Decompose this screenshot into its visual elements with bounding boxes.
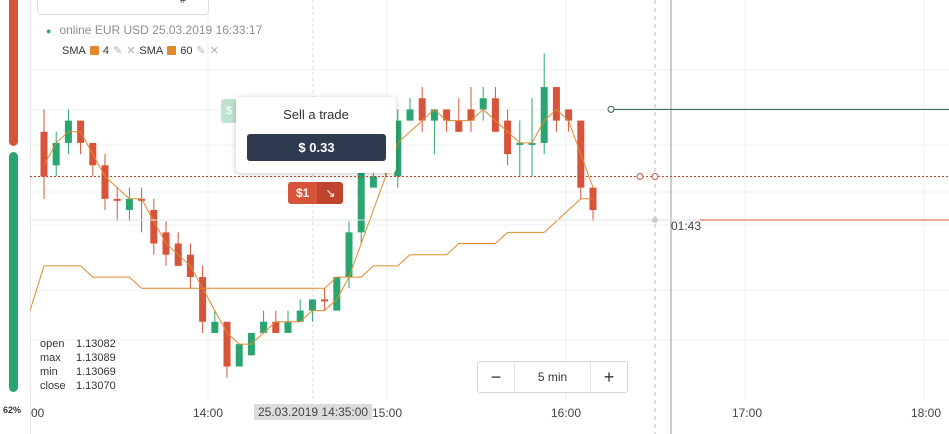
max-label: max (40, 352, 61, 364)
sentiment-percent: 62% (3, 405, 22, 415)
x-tick-label: 18:00 (911, 406, 942, 420)
grid-icon[interactable]: # (180, 0, 187, 6)
max-value: 1.13089 (76, 352, 116, 364)
status-text: online (59, 23, 92, 37)
indicator-period: 4 (102, 44, 109, 57)
price-marker (607, 105, 615, 113)
candle-body (369, 176, 377, 188)
crosshair-time-label: 25.03.2019 14:35:00 (254, 404, 373, 420)
candle-body (235, 344, 243, 367)
candle-body (418, 98, 426, 121)
timeframe-control: − 5 min + (477, 361, 628, 393)
deal-marker (636, 172, 644, 180)
candle-body (52, 142, 60, 166)
close-label: close (40, 380, 66, 392)
candle-body (443, 109, 451, 121)
candle-body (150, 210, 158, 244)
candle-body (357, 165, 365, 233)
indicator-name: SMA (62, 44, 86, 57)
sma-4-line (43, 108, 594, 345)
candle-body (308, 299, 316, 311)
pencil-icon[interactable]: ✎ (196, 45, 206, 57)
tooltip-title: Sell a trade (283, 107, 349, 122)
candle-body (40, 131, 48, 177)
candle-body (272, 321, 280, 333)
candle-body (430, 109, 438, 121)
sell-price-button[interactable]: $ 0.33 (247, 134, 386, 161)
candle-body (467, 109, 475, 121)
color-swatch-icon[interactable] (89, 46, 99, 55)
candle-body (321, 299, 329, 302)
trade-amount: $1 (288, 182, 318, 204)
collapse-icon[interactable]: ^ (42, 0, 48, 6)
call-ratio-bar (9, 152, 18, 392)
min-label: min (40, 366, 58, 378)
timeframe-label[interactable]: 5 min (514, 362, 591, 392)
candle-body (540, 87, 548, 143)
candle-body (223, 321, 231, 367)
candle-body (394, 120, 402, 177)
online-status-icon: ● (46, 26, 52, 36)
candle-body (260, 321, 268, 333)
server-time: 25.03.2019 16:33:17 (152, 23, 263, 37)
trade-marker[interactable]: $1 ↘ (288, 182, 344, 204)
indicator-name: SMA (139, 44, 164, 57)
current-price-dot (652, 217, 658, 223)
candle-body (284, 321, 292, 333)
indicator-list: SMA 4 ✎ ✕ SMA 60 ✎ ✕ (62, 44, 219, 58)
asset-info: ● online EUR USD 25.03.2019 16:33:17 (46, 23, 262, 37)
candle-body (296, 310, 304, 322)
chart-overlay (30, 105, 949, 223)
zoom-in-button[interactable]: + (603, 366, 615, 387)
x-tick-label: 14:00 (193, 406, 224, 420)
arrow-down-right-icon: ↘ (317, 182, 344, 204)
candle-body (333, 277, 341, 311)
put-ratio-bar (9, 0, 18, 146)
zoom-out-button[interactable]: − (490, 366, 502, 387)
balance-sidebar: 62% (0, 0, 31, 434)
ohlc-panel: open 1.13082 max 1.13089 min 1.13069 close 1… (40, 337, 116, 393)
close-icon[interactable]: ✕ (126, 45, 136, 57)
candle-body (125, 198, 133, 210)
x-tick-label: 00 (31, 406, 45, 420)
candle-body (479, 98, 487, 110)
candle-body (565, 109, 573, 121)
deal-marker (651, 172, 659, 180)
x-tick-label: 16:00 (551, 406, 582, 420)
close-icon[interactable]: ✕ (209, 45, 219, 57)
sell-trade-tooltip: Sell a trade $ 0.33 (236, 97, 396, 173)
candle-body (113, 198, 121, 201)
indicator-period: 60 (180, 44, 193, 57)
candle-body (491, 98, 499, 132)
sma-60-line (29, 198, 593, 311)
candle-body (455, 120, 463, 132)
color-swatch-icon[interactable] (167, 46, 177, 55)
x-tick-label: 17:00 (732, 406, 763, 420)
candle-body (211, 321, 219, 333)
candle-body (516, 142, 524, 145)
min-value: 1.13069 (76, 366, 116, 378)
expiry-timer: 01:43 (671, 219, 702, 233)
candle-body (199, 277, 207, 322)
candle-body (552, 87, 560, 121)
pencil-icon[interactable]: ✎ (112, 45, 123, 57)
top-controls-box[interactable]: ^ # (37, 0, 209, 15)
open-value: 1.13082 (76, 338, 116, 350)
x-tick-label: 15:00 (372, 406, 403, 420)
candle-body (528, 142, 536, 145)
close-value: 1.13070 (76, 380, 116, 392)
candle-body (504, 120, 512, 155)
candle-body (406, 109, 414, 121)
candle-body (345, 232, 353, 278)
ghost-trade-marker[interactable]: $ (221, 99, 237, 123)
candle-body (101, 165, 109, 199)
asset-pair: EUR USD (94, 23, 149, 37)
open-label: open (40, 338, 65, 350)
